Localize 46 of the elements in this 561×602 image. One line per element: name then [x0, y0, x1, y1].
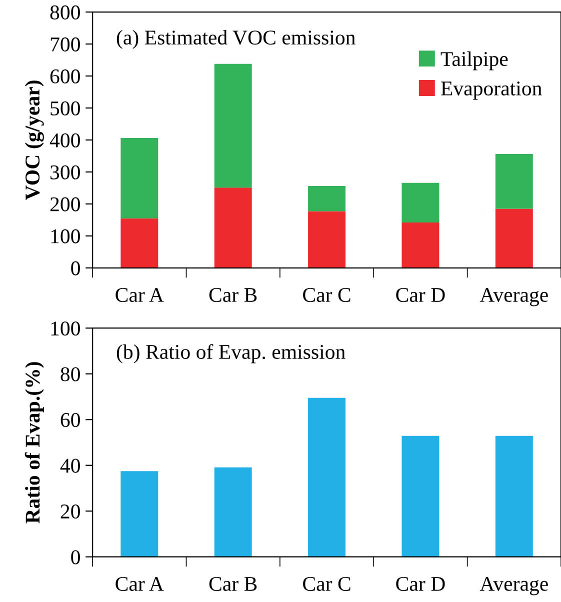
bar	[308, 211, 346, 268]
y-axis-title: VOC (g/year)	[24, 80, 44, 200]
bar	[402, 222, 440, 268]
y-tick-label: 600	[50, 69, 80, 84]
y-tick-label: 80	[60, 367, 80, 382]
legend-label: Tailpipe	[440, 51, 508, 70]
legend-label: Evaporation	[441, 81, 542, 100]
bar	[495, 436, 533, 557]
bar	[120, 218, 158, 268]
bar	[495, 154, 533, 209]
bar	[308, 186, 346, 212]
x-tick-label: Car C	[303, 576, 350, 591]
y-axis-title: Ratio of Evap.(%)	[24, 362, 44, 524]
bar	[214, 188, 252, 268]
x-tick-label: Car A	[116, 288, 164, 302]
y-tick-label: 100	[51, 229, 80, 244]
y-tick-label: 60	[60, 412, 80, 428]
bar	[495, 208, 533, 268]
y-tick-label: 200	[50, 197, 80, 212]
x-tick-label: Average	[480, 288, 548, 306]
x-tick-label: Car D	[396, 576, 445, 591]
x-tick-label: Car D	[396, 288, 445, 302]
x-tick-label: Car C	[303, 288, 350, 302]
y-tick-label: 300	[50, 165, 80, 180]
bar	[214, 467, 252, 557]
bar	[402, 182, 440, 222]
y-tick-label: 800	[50, 5, 80, 20]
bar	[402, 436, 440, 557]
bar	[120, 138, 158, 218]
text: (b) Ratio of Evap. emission	[116, 344, 346, 364]
y-tick-label: 100	[51, 321, 80, 336]
x-tick-label: Car B	[209, 288, 257, 302]
text: (a) Estimated VOC emission	[116, 30, 356, 49]
y-tick-label: 20	[60, 504, 80, 519]
y-tick-label: 0	[71, 261, 80, 276]
bar	[214, 64, 252, 188]
x-tick-label: Car A	[116, 576, 164, 591]
bar	[308, 398, 346, 557]
y-tick-label: 0	[71, 550, 80, 564]
y-tick-label: 400	[50, 133, 80, 148]
x-tick-label: Average	[480, 576, 548, 596]
y-tick-label: 500	[50, 101, 80, 116]
y-tick-label: 700	[50, 37, 80, 52]
bar	[120, 471, 158, 557]
x-tick-label: Car B	[209, 576, 257, 591]
y-tick-label: 40	[60, 458, 80, 473]
